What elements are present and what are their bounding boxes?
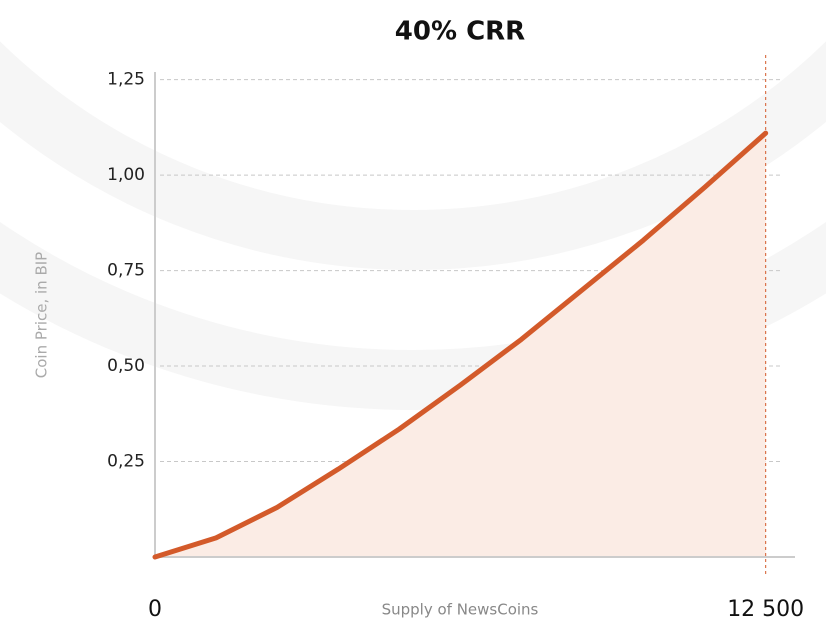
x-tick-label: 12 500 — [727, 597, 804, 622]
x-axis-label: Supply of NewsCoins — [382, 601, 539, 619]
y-axis-label: Coin Price, in BIP — [33, 252, 51, 378]
y-tick-label: 1,00 — [107, 165, 145, 185]
area — [155, 133, 766, 557]
line — [152, 130, 769, 560]
background-arcs — [0, 0, 826, 380]
x-tick-label: 0 — [148, 597, 162, 622]
chart-title: 40% CRR — [395, 17, 525, 47]
y-tick-label: 0,25 — [107, 452, 145, 472]
y-tick-label: 0,75 — [107, 261, 145, 281]
y-tick-label: 1,25 — [107, 70, 145, 90]
y-tick-label: 0,50 — [107, 356, 145, 376]
